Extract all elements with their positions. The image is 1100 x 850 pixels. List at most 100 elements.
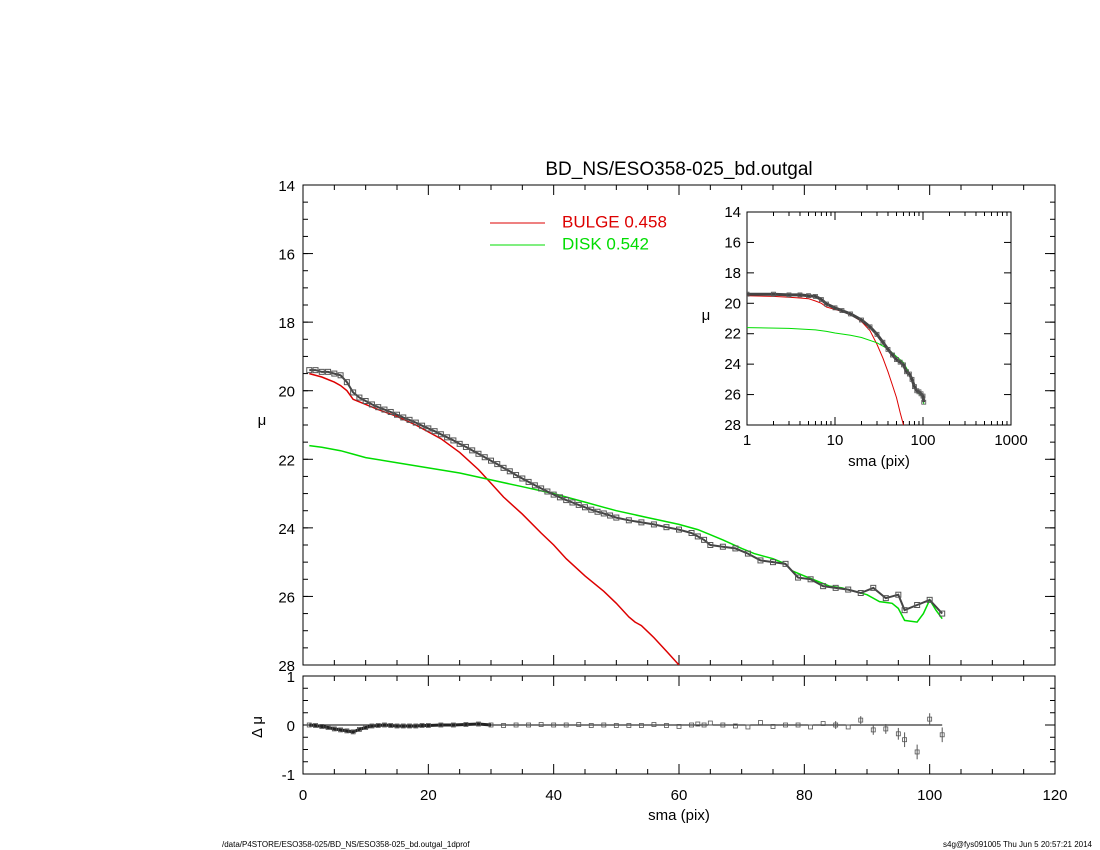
- residual-point: [325, 725, 331, 730]
- main-y-tick-label: 20: [278, 384, 295, 401]
- inset-data-point: [874, 331, 880, 337]
- main-data-point: [575, 501, 582, 508]
- main-data-point: [732, 545, 739, 552]
- main-data-point: [538, 485, 545, 492]
- residual-x-tick-label: 120: [1042, 787, 1067, 804]
- main-data-point: [795, 574, 802, 581]
- residual-point: [363, 725, 369, 730]
- residual-point: [526, 722, 531, 728]
- inset-data-point: [786, 292, 792, 298]
- inset-data-point: [880, 339, 886, 345]
- residual-point: [701, 722, 707, 728]
- inset-y-tick-label: 28: [724, 417, 741, 434]
- residual-point: [450, 722, 456, 728]
- main-data-point: [676, 526, 682, 533]
- main-data-point: [688, 530, 695, 536]
- inset-data-point: [909, 376, 915, 382]
- residual-point: [745, 724, 751, 730]
- main-data-point: [607, 512, 614, 519]
- residual-y-tick-label: 0: [287, 718, 295, 735]
- main-data-point: [312, 367, 319, 374]
- main-data-point: [857, 590, 864, 596]
- residual-point: [488, 722, 494, 728]
- main-data-point: [387, 408, 394, 415]
- residual-y-axis-label: Δ μ: [249, 716, 266, 738]
- main-data-point: [569, 499, 576, 506]
- legend: BULGE 0.458 DISK 0.542: [490, 212, 667, 253]
- main-data-point: [544, 488, 551, 495]
- residual-point: [676, 724, 682, 729]
- residual-point: [576, 722, 582, 727]
- main-y-tick-label: 26: [278, 589, 295, 606]
- residual-point: [613, 723, 619, 728]
- main-data-point: [462, 443, 469, 450]
- main-data-point: [469, 447, 476, 454]
- chart-title: BD_NS/ESO358-025_bd.outgal: [545, 159, 812, 180]
- residual-point: [356, 727, 362, 732]
- main-data-point: [431, 428, 438, 435]
- residual-x-axis-label: sma (pix): [648, 807, 710, 824]
- main-data-point: [506, 468, 513, 475]
- residual-point: [601, 722, 607, 728]
- main-data-point: [770, 559, 776, 566]
- main-data-point: [519, 475, 526, 482]
- residual-x-tick-label: 20: [420, 787, 437, 804]
- residual-point: [438, 722, 444, 728]
- residual-point: [939, 732, 945, 738]
- inset-data-point: [906, 371, 912, 377]
- main-data-point: [356, 394, 363, 401]
- main-data-point: [556, 494, 563, 501]
- residual-point: [350, 729, 356, 735]
- inset-data-point: [885, 346, 891, 352]
- inset-data-point: [897, 359, 903, 365]
- main-data-point: [807, 576, 814, 583]
- residual-y-tick-label: -1: [282, 767, 295, 784]
- main-data-point: [832, 584, 839, 591]
- residual-point: [563, 722, 569, 728]
- inset-data-point: [901, 362, 906, 368]
- main-data-point: [845, 586, 852, 593]
- main-data-point: [525, 478, 532, 485]
- residual-point: [463, 722, 469, 727]
- inset-data-point: [806, 293, 811, 299]
- main-data-point: [331, 370, 338, 377]
- residual-point: [375, 723, 381, 728]
- inset-data-point: [797, 292, 803, 298]
- residual-point: [476, 721, 481, 727]
- main-y-tick-label: 16: [278, 247, 295, 264]
- residual-point: [707, 720, 713, 726]
- main-data-point: [494, 461, 501, 468]
- main-data-point: [475, 450, 482, 457]
- residual-point: [902, 737, 907, 743]
- residual-x-tick-label: 0: [299, 787, 307, 804]
- inset-data-point: [890, 352, 895, 358]
- residual-x-tick-label: 40: [545, 787, 562, 804]
- residual-point: [400, 723, 406, 729]
- main-bulge-line: [309, 372, 680, 665]
- residual-point: [770, 724, 776, 729]
- main-data-point: [419, 422, 426, 429]
- footer-path: /data/P4STORE/ESO358-025/BD_NS/ESO358-02…: [222, 840, 470, 849]
- main-y-tick-label: 24: [278, 521, 295, 538]
- main-data-point: [882, 595, 889, 602]
- residual-point: [870, 727, 876, 733]
- inset-y-tick-label: 24: [724, 356, 741, 373]
- residual-point: [413, 723, 419, 729]
- residual-point: [331, 726, 337, 732]
- residual-point: [858, 717, 864, 723]
- residual-x-tick-label: 80: [796, 787, 813, 804]
- residual-point: [306, 722, 312, 728]
- main-data-point: [368, 401, 375, 408]
- main-profile-panel: 14 16 18 20 22 24 26 28 μ: [258, 178, 1056, 675]
- inset-x-tick-label: 100: [910, 432, 935, 449]
- main-data-point: [306, 367, 313, 374]
- main-data-point: [444, 434, 451, 441]
- residual-point: [338, 727, 344, 733]
- residual-point: [538, 722, 544, 727]
- inset-x-axis-label: sma (pix): [848, 453, 910, 470]
- inset-y-tick-label: 18: [724, 265, 741, 282]
- main-data-point: [450, 437, 457, 444]
- inset-y-tick-label: 20: [724, 295, 741, 312]
